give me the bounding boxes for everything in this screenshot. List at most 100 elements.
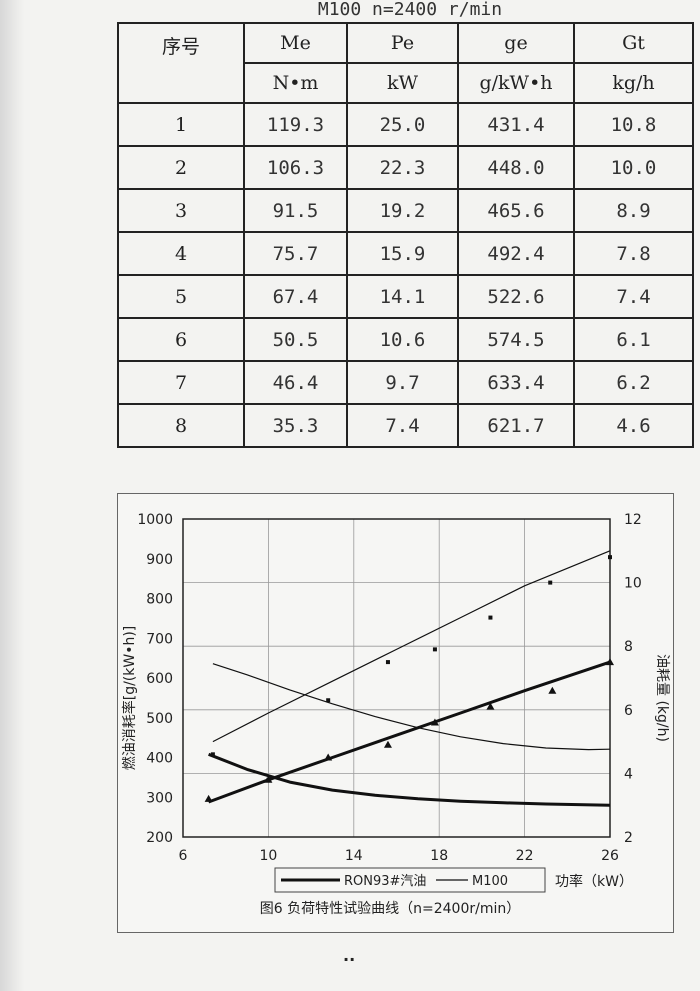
y-left-tick-label: 400 bbox=[146, 751, 173, 767]
table-row: 5 67.4 14.1 522.6 7.4 bbox=[117, 274, 694, 319]
legend-label-ron93: RON93#汽油 bbox=[344, 874, 426, 889]
cell-pe: 15.9 bbox=[346, 231, 459, 276]
header-ge: ge bbox=[457, 22, 575, 64]
cell-me: 75.7 bbox=[243, 231, 348, 276]
cell-gt: 6.2 bbox=[573, 360, 694, 405]
y-left-tick-label: 500 bbox=[146, 711, 173, 727]
data-point-ron93-right bbox=[486, 702, 495, 710]
figure-caption: 图6 负荷特性试验曲线（n=2400r/min） bbox=[260, 901, 520, 917]
header-index: 序号 bbox=[117, 22, 245, 104]
y-left-tick-label: 300 bbox=[146, 790, 173, 806]
data-point-m100-right bbox=[385, 660, 390, 665]
cell-index: 3 bbox=[117, 188, 245, 233]
header-me: Me bbox=[243, 22, 348, 64]
table-row: 2 106.3 22.3 448.0 10.0 bbox=[117, 145, 694, 190]
header-gt: Gt bbox=[573, 22, 694, 64]
data-point-m100-right bbox=[488, 615, 493, 620]
y-left-tick-label: 800 bbox=[146, 592, 173, 608]
header-pe: Pe bbox=[346, 22, 459, 64]
y-right-tick-label: 6 bbox=[624, 703, 633, 719]
data-point-m100-right bbox=[326, 698, 331, 703]
cell-ge: 431.4 bbox=[457, 102, 575, 147]
table-row: 4 75.7 15.9 492.4 7.8 bbox=[117, 231, 694, 276]
y-left-tick-label: 200 bbox=[146, 830, 173, 846]
data-point-ron93-right bbox=[606, 658, 614, 666]
cell-pe: 25.0 bbox=[346, 102, 459, 147]
page-edge-shadow bbox=[0, 0, 24, 991]
cell-ge: 492.4 bbox=[457, 231, 575, 276]
cell-ge: 574.5 bbox=[457, 317, 575, 362]
table-row: 7 46.4 9.7 633.4 6.2 bbox=[117, 360, 694, 405]
cell-me: 67.4 bbox=[243, 274, 348, 319]
data-point-m100-right bbox=[608, 555, 612, 560]
cell-pe: 10.6 bbox=[346, 317, 459, 362]
y-right-tick-label: 10 bbox=[624, 576, 642, 592]
cell-ge: 448.0 bbox=[457, 145, 575, 190]
data-point-ron93-right bbox=[383, 740, 392, 748]
data-point-ron93-right bbox=[324, 753, 333, 761]
y-left-tick-label: 600 bbox=[146, 671, 173, 687]
cell-gt: 7.4 bbox=[573, 274, 694, 319]
x-axis-label: 功率（kW） bbox=[555, 873, 633, 890]
plot-border bbox=[182, 518, 611, 838]
cell-pe: 19.2 bbox=[346, 188, 459, 233]
cell-gt: 4.6 bbox=[573, 403, 694, 448]
table-unit-row: N•m kW g/kW•h kg/h bbox=[118, 62, 694, 104]
y-right-tick-label: 12 bbox=[624, 512, 642, 528]
unit-pe: kW bbox=[346, 62, 459, 104]
chart-markers bbox=[204, 555, 614, 802]
data-point-m100-right bbox=[548, 580, 553, 585]
unit-ge: g/kW•h bbox=[457, 62, 575, 104]
cell-index: 4 bbox=[117, 231, 245, 276]
legend: RON93#汽油 M100 bbox=[274, 867, 546, 893]
x-tick-label: 10 bbox=[259, 848, 277, 864]
cell-me: 119.3 bbox=[243, 102, 348, 147]
cell-ge: 465.6 bbox=[457, 188, 575, 233]
y-right-tick-label: 8 bbox=[624, 639, 633, 655]
y-left-tick-label: 700 bbox=[146, 631, 173, 647]
y-axis-left-label: 燃油消耗率[g/(kW•h)] bbox=[121, 626, 138, 771]
series-line-m100-left bbox=[212, 663, 611, 751]
unit-me: N•m bbox=[243, 62, 348, 104]
series-line-m100-right bbox=[212, 550, 611, 743]
cell-me: 106.3 bbox=[243, 145, 348, 190]
table-row: 8 35.3 7.4 621.7 4.6 bbox=[117, 403, 694, 448]
page-footer-mark: ·· bbox=[343, 950, 356, 969]
data-table: 序号 Me Pe ge Gt N•m kW g/kW•h kg/h 1 119.… bbox=[117, 22, 694, 448]
data-point-m100-right bbox=[210, 752, 215, 757]
x-tick-label: 6 bbox=[179, 848, 188, 864]
table-row: 1 119.3 25.0 431.4 10.8 bbox=[117, 102, 694, 147]
figure-frame: 6 10 14 18 22 26 200 300 400 500 600 700 800 900 1000 2… bbox=[117, 493, 674, 933]
cell-gt: 10.0 bbox=[573, 145, 694, 190]
x-tick-label: 22 bbox=[516, 848, 534, 864]
x-tick-label: 14 bbox=[345, 848, 363, 864]
cell-gt: 8.9 bbox=[573, 188, 694, 233]
cell-gt: 7.8 bbox=[573, 231, 694, 276]
cell-pe: 7.4 bbox=[346, 403, 459, 448]
load-characteristic-chart: 6 10 14 18 22 2620030040050060070080090010002… bbox=[121, 512, 670, 917]
series-line-ron93-left bbox=[208, 752, 611, 807]
cell-pe: 9.7 bbox=[346, 360, 459, 405]
cell-ge: 621.7 bbox=[457, 403, 575, 448]
y-left-tick-label: 1000 bbox=[137, 512, 173, 528]
x-tick-label: 18 bbox=[430, 848, 448, 864]
cell-me: 50.5 bbox=[243, 317, 348, 362]
cell-ge: 633.4 bbox=[457, 360, 575, 405]
cell-pe: 22.3 bbox=[346, 145, 459, 190]
y-axis-right-label: 油耗量 (kg/h) bbox=[654, 654, 670, 742]
chart-ticks: 6 10 14 18 22 2620030040050060070080090010002… bbox=[137, 512, 641, 864]
cell-index: 6 bbox=[117, 317, 245, 362]
data-point-ron93-right bbox=[430, 718, 439, 726]
cell-me: 46.4 bbox=[243, 360, 348, 405]
table-row: 3 91.5 19.2 465.6 8.9 bbox=[117, 188, 694, 233]
legend-label-m100: M100 bbox=[472, 874, 508, 889]
cell-gt: 10.8 bbox=[573, 102, 694, 147]
cell-pe: 14.1 bbox=[346, 274, 459, 319]
cell-index: 8 bbox=[117, 403, 245, 448]
cell-me: 91.5 bbox=[243, 188, 348, 233]
cell-index: 2 bbox=[117, 145, 245, 190]
table-title: M100 n=2400 r/min bbox=[317, 0, 503, 20]
table-header-row: 序号 Me Pe ge Gt bbox=[117, 22, 694, 104]
cell-ge: 522.6 bbox=[457, 274, 575, 319]
data-point-m100-right bbox=[266, 777, 271, 782]
